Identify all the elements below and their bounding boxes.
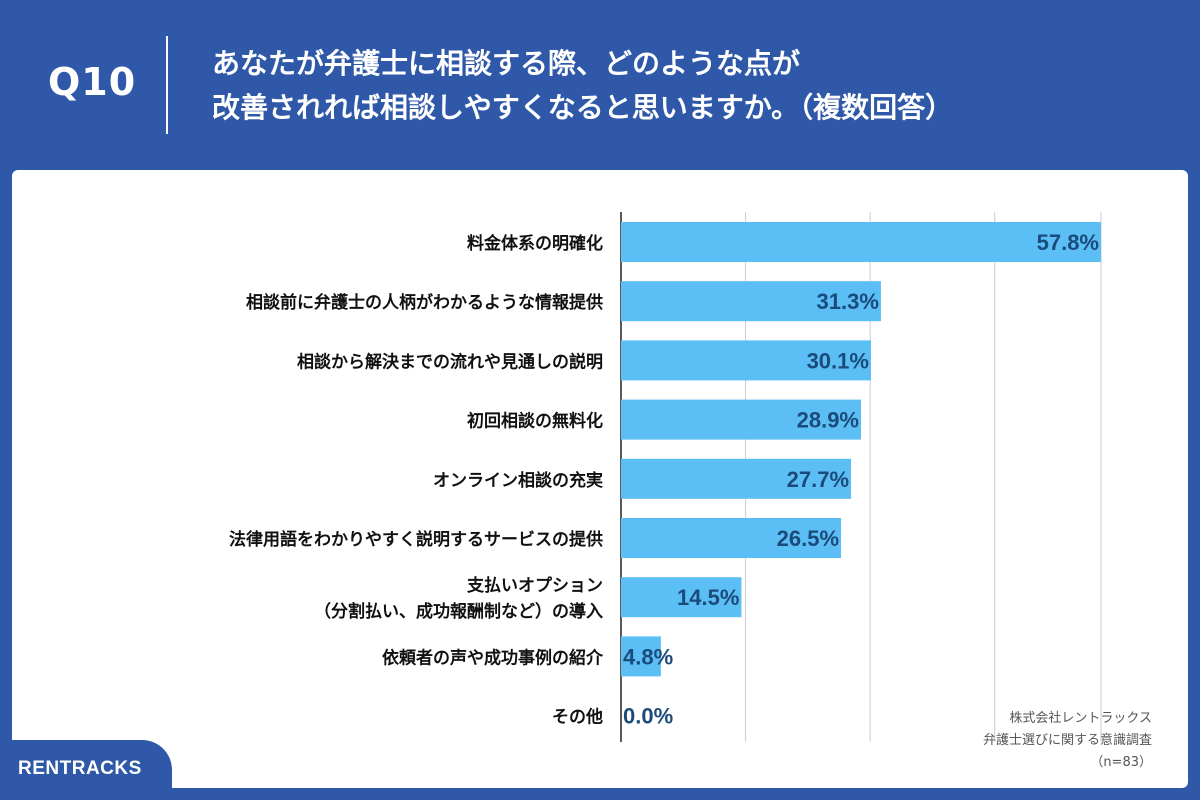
category-label: 料金体系の明確化 bbox=[467, 233, 603, 254]
chart-panel: 57.8% 料金体系の明確化 31.3% 相談前に弁護士の人柄がわかるような情報提供 3… bbox=[12, 170, 1188, 788]
brand-logo: RENTRACKS bbox=[18, 758, 142, 779]
category-label: （分割払い、成功報酬制など）の導入 bbox=[314, 601, 603, 622]
footnote-company: 株式会社レントラックス bbox=[1009, 711, 1152, 726]
bar bbox=[621, 577, 742, 618]
category-label: 相談から解決までの流れや見通しの説明 bbox=[297, 351, 603, 372]
data-label: 28.9% bbox=[797, 408, 859, 433]
category-label: 法律用語をわかりやすく説明するサービスの提供 bbox=[229, 529, 603, 550]
footnote-survey: 弁護士選びに関する意識調査 bbox=[982, 733, 1152, 748]
category-label: 相談前に弁護士の人柄がわかるような情報提供 bbox=[246, 292, 603, 313]
bar bbox=[621, 518, 842, 558]
category-label: 依頼者の声や成功事例の紹介 bbox=[382, 647, 604, 668]
data-label: 0.0% bbox=[623, 704, 673, 729]
data-label: 31.3% bbox=[817, 289, 879, 314]
category-label: その他 bbox=[552, 707, 603, 728]
question-title-line-1: あなたが弁護士に相談する際、どのような点が bbox=[212, 47, 801, 80]
data-label: 30.1% bbox=[807, 348, 869, 373]
bar bbox=[621, 636, 661, 677]
bar bbox=[621, 281, 881, 322]
bar bbox=[621, 222, 1101, 262]
category-label: 支払いオプション bbox=[467, 575, 603, 596]
data-label: 4.8% bbox=[623, 644, 673, 669]
bar bbox=[621, 399, 861, 440]
bar bbox=[621, 458, 852, 499]
footnote-sample-size: （n=83） bbox=[1090, 755, 1152, 770]
category-label: オンライン相談の充実 bbox=[433, 470, 603, 491]
logo-tab: RENTRACKS bbox=[0, 740, 172, 800]
question-title-line-2: 改善されれば相談しやすくなると思いますか。（複数回答） bbox=[212, 91, 954, 124]
data-label: 26.5% bbox=[777, 526, 839, 551]
data-label: 27.7% bbox=[787, 467, 849, 492]
bar bbox=[621, 340, 871, 381]
bar-chart: 57.8% 料金体系の明確化 31.3% 相談前に弁護士の人柄がわかるような情報提供 3… bbox=[229, 212, 1102, 742]
category-label: 初回相談の無料化 bbox=[467, 411, 603, 432]
source-footnote: 株式会社レントラックス 弁護士選びに関する意識調査 （n=83） bbox=[983, 708, 1152, 774]
header-divider bbox=[166, 36, 168, 134]
data-label: 57.8% bbox=[1037, 230, 1099, 255]
data-label: 14.5% bbox=[677, 585, 739, 610]
question-number: Q10 bbox=[48, 60, 137, 104]
question-title: あなたが弁護士に相談する際、どのような点が 改善されれば相談しやすくなると思いま… bbox=[212, 42, 1172, 130]
